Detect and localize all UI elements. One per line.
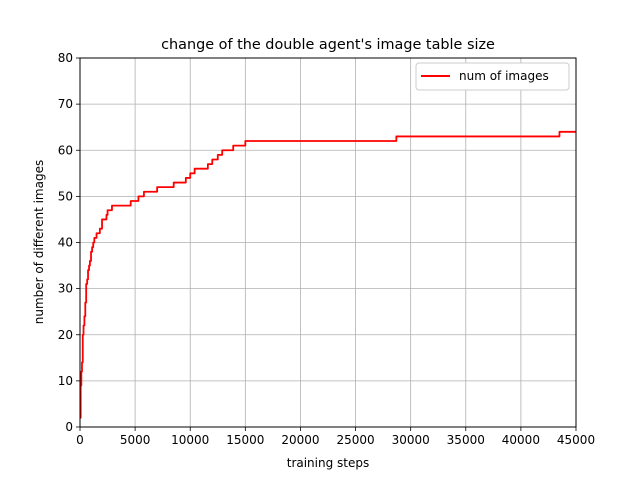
- x-tick-label: 45000: [557, 433, 595, 447]
- series-line-num-of-images: [79, 130, 576, 419]
- y-tick-label: 30: [58, 282, 73, 296]
- y-tick-label: 20: [58, 328, 73, 342]
- x-tick-label: 20000: [281, 433, 319, 447]
- legend: num of images: [415, 62, 570, 91]
- y-tick-label: 80: [58, 51, 73, 65]
- x-tick-label: 5000: [120, 433, 151, 447]
- x-axis-ticks: 0 5000 10000 15000 20000 25000 30000 35000 40000…: [76, 427, 595, 447]
- chart-title: change of the double agent's image table…: [161, 37, 495, 53]
- y-tick-label: 10: [58, 374, 73, 388]
- y-tick-label: 60: [58, 143, 73, 157]
- y-tick-label: 50: [58, 189, 73, 203]
- y-tick-label: 70: [58, 97, 73, 111]
- x-axis-title: training steps: [287, 456, 370, 470]
- y-axis-ticks: 0 10 20 30 40 50 60 70 80: [58, 51, 80, 434]
- x-tick-label: 0: [76, 433, 84, 447]
- x-tick-label: 15000: [226, 433, 264, 447]
- series-layer: [79, 130, 576, 419]
- x-tick-label: 10000: [171, 433, 209, 447]
- y-axis-title: number of different images: [32, 160, 46, 324]
- legend-box: [415, 62, 570, 91]
- x-tick-label: 35000: [447, 433, 485, 447]
- legend-label: num of images: [459, 69, 549, 83]
- y-tick-label: 0: [65, 420, 73, 434]
- x-tick-label: 25000: [336, 433, 374, 447]
- x-tick-label: 40000: [502, 433, 540, 447]
- y-tick-label: 40: [58, 236, 73, 250]
- x-tick-label: 30000: [392, 433, 430, 447]
